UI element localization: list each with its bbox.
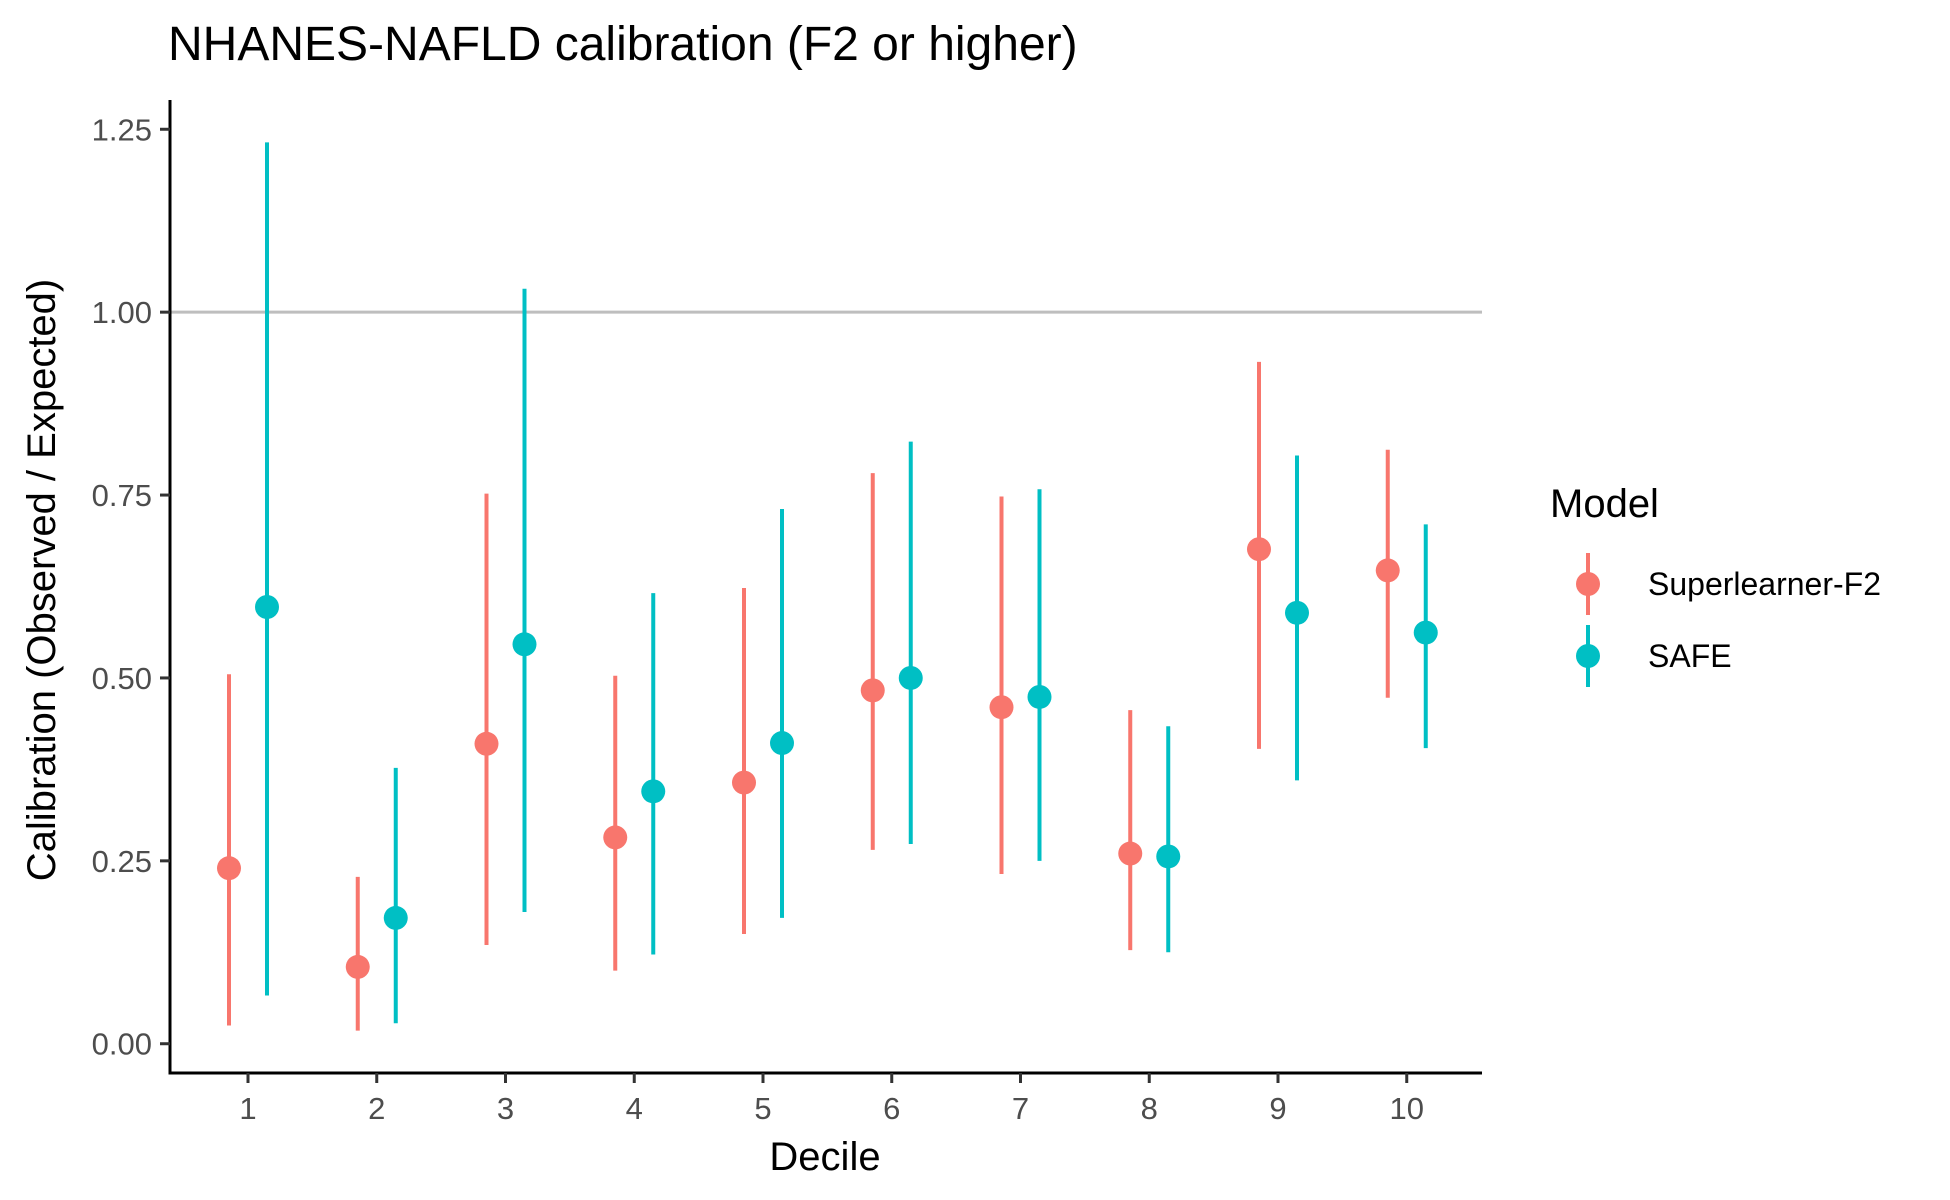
data-point-0-7 <box>1118 841 1143 866</box>
data-point-1-5 <box>898 665 923 690</box>
data-point-0-2 <box>474 731 499 756</box>
data-point-0-1 <box>345 954 370 979</box>
x-tick-label: 5 <box>754 1091 771 1126</box>
data-point-1-8 <box>1285 600 1309 625</box>
data-point-1-0 <box>255 594 279 619</box>
data-point-0-0 <box>217 856 241 881</box>
legend-key-point-1 <box>1576 644 1600 668</box>
y-tick-label: 0.00 <box>92 1027 152 1062</box>
y-tick-label: 1.25 <box>92 112 152 147</box>
legend-label-1: SAFE <box>1648 638 1732 674</box>
chart-title: NHANES-NAFLD calibration (F2 or higher) <box>168 18 1078 71</box>
data-point-0-5 <box>860 678 885 703</box>
x-tick-label: 3 <box>497 1091 514 1126</box>
data-point-1-3 <box>641 779 666 804</box>
legend-label-0: Superlearner-F2 <box>1648 566 1881 602</box>
x-tick-label: 1 <box>239 1091 256 1126</box>
legend-title: Model <box>1550 482 1659 526</box>
data-point-1-2 <box>512 632 537 657</box>
x-tick-label: 10 <box>1390 1091 1424 1126</box>
legend-key-point-0 <box>1576 572 1600 596</box>
plot-area: 0.00 0.25 0.50 0.75 1.00 1.25 1 2 3 4 5 6 7 8 9 10 <box>92 100 1482 1126</box>
data-point-1-6 <box>1027 684 1052 709</box>
data-point-0-9 <box>1375 558 1400 583</box>
data-point-0-3 <box>603 825 628 850</box>
x-axis-title: Decile <box>769 1135 880 1179</box>
x-tick-label: 6 <box>883 1091 900 1126</box>
x-tick-label: 2 <box>368 1091 385 1126</box>
legend: Model Superlearner-F2 SAFE <box>1550 482 1881 687</box>
x-tick-label: 9 <box>1269 1091 1286 1126</box>
data-point-1-9 <box>1413 620 1438 645</box>
y-tick-label: 1.00 <box>92 295 152 330</box>
y-tick-label: 0.50 <box>92 661 152 696</box>
data-point-0-6 <box>989 695 1014 720</box>
x-tick-label: 7 <box>1012 1091 1029 1126</box>
data-point-0-8 <box>1247 537 1271 562</box>
y-axis-title: Calibration (Observed / Expected) <box>20 279 64 882</box>
x-tick-label: 8 <box>1141 1091 1158 1126</box>
y-tick-label: 0.75 <box>92 478 152 513</box>
data-point-1-1 <box>383 905 408 930</box>
data-point-0-4 <box>732 770 756 795</box>
data-point-1-7 <box>1156 844 1181 869</box>
x-tick-label: 4 <box>626 1091 643 1126</box>
y-tick-label: 0.25 <box>92 844 152 879</box>
data-point-1-4 <box>770 731 794 756</box>
